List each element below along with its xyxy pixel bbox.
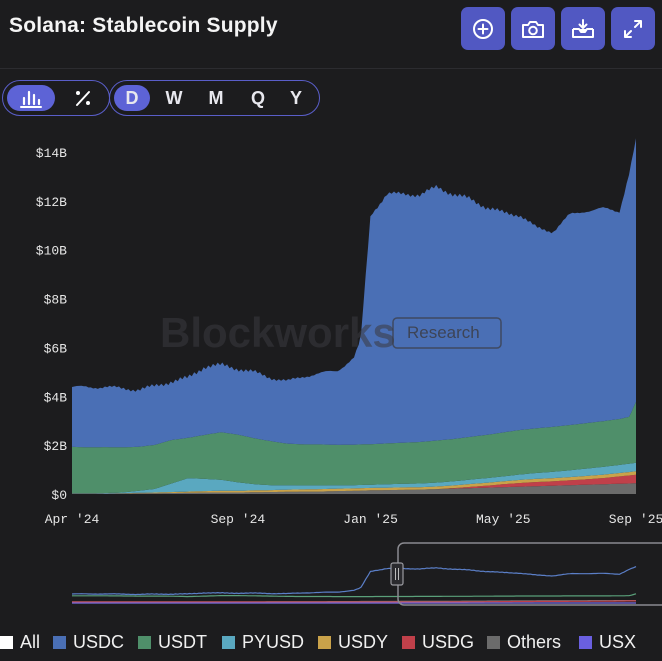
watermark-tag-box — [392, 317, 502, 349]
legend-label: All — [20, 632, 41, 652]
legend-swatch — [53, 636, 66, 649]
x-tick-label: Sep '25 — [609, 512, 662, 527]
fullscreen-button[interactable] — [611, 7, 655, 50]
chart-header: Solana: Stablecoin Supply — [0, 0, 662, 69]
legend-swatch — [487, 636, 500, 649]
navigator-line-usdc — [71, 566, 637, 596]
chart-legend: All USDC USDT PYUSD USDY USDG Others USX — [0, 630, 662, 656]
legend-label: USDT — [158, 632, 207, 652]
legend-swatch — [0, 636, 13, 649]
mode-toggle-group — [2, 80, 110, 116]
legend-label: USDG — [422, 632, 475, 652]
y-tick-label: $0 — [51, 488, 67, 503]
x-tick-label: Apr '24 — [45, 512, 100, 527]
watermark-tag: Research — [407, 323, 480, 342]
legend-label: USDC — [73, 632, 125, 652]
legend-item-usdg[interactable]: USDG — [402, 632, 474, 653]
legend-swatch — [579, 636, 592, 649]
y-tick-label: $8B — [44, 293, 68, 308]
expand-icon — [624, 19, 642, 38]
navigator-handle-left[interactable] — [390, 562, 404, 586]
x-tick-label: Sep '24 — [211, 512, 266, 527]
period-button-d[interactable]: D — [114, 85, 150, 111]
screenshot-button[interactable] — [511, 7, 555, 50]
series-area-usdc[interactable] — [72, 138, 636, 448]
y-tick-label: $14B — [36, 146, 67, 161]
y-tick-label: $2B — [44, 439, 68, 454]
y-tick-label: $4B — [44, 390, 68, 405]
series-area-usdg[interactable] — [72, 474, 636, 494]
legend-label: USX — [599, 632, 637, 652]
stablecoin-supply-chart[interactable]: Blockworks Research $0 $2B $4B $6B $8B $10B $1… — [0, 130, 662, 530]
series-area-usdy[interactable] — [72, 471, 636, 494]
percent-button[interactable] — [61, 85, 105, 111]
bar-chart-icon — [20, 90, 42, 108]
grip-icon — [395, 568, 399, 580]
percent-icon — [76, 91, 90, 106]
legend-swatch — [138, 636, 151, 649]
watermark-brand: Blockworks — [160, 309, 396, 356]
legend-swatch — [222, 636, 235, 649]
period-button-y[interactable]: Y — [289, 87, 302, 108]
legend-item-others[interactable]: Others — [487, 632, 561, 653]
legend-label: USDY — [338, 632, 389, 652]
navigator-line-usdt — [72, 593, 637, 598]
series-area-pyusd[interactable] — [72, 462, 636, 494]
period-button-q[interactable]: Q — [250, 87, 265, 108]
x-tick-label: May '25 — [476, 512, 531, 527]
download-button[interactable] — [561, 7, 605, 50]
legend-item-usdc[interactable]: USDC — [53, 632, 124, 653]
legend-item-all[interactable]: All — [0, 632, 40, 653]
legend-item-usdy[interactable]: USDY — [318, 632, 388, 653]
period-selector: D W M Q Y — [109, 80, 320, 116]
camera-icon — [522, 20, 544, 38]
legend-item-usx[interactable]: USX — [579, 632, 636, 653]
navigator-line-usdg — [72, 600, 636, 603]
absolute-bars-button[interactable] — [7, 85, 55, 111]
period-button-m[interactable]: M — [208, 87, 224, 108]
download-tray-icon — [572, 18, 594, 38]
legend-label: PYUSD — [242, 632, 305, 652]
page-title: Solana: Stablecoin Supply — [9, 14, 278, 37]
legend-item-usdt[interactable]: USDT — [138, 632, 207, 653]
y-tick-label: $10B — [36, 244, 67, 259]
legend-item-pyusd[interactable]: PYUSD — [222, 632, 304, 653]
series-area-usdt[interactable] — [72, 401, 636, 494]
legend-label: Others — [507, 632, 562, 652]
x-tick-label: Jan '25 — [343, 512, 398, 527]
legend-swatch — [402, 636, 415, 649]
series-area-others[interactable] — [72, 483, 636, 494]
period-button-w[interactable]: W — [165, 87, 183, 108]
add-button[interactable] — [461, 7, 505, 50]
legend-swatch — [318, 636, 331, 649]
y-tick-label: $12B — [36, 195, 67, 210]
y-tick-label: $6B — [44, 341, 68, 356]
range-navigator[interactable] — [0, 540, 662, 610]
plus-circle-icon — [473, 18, 493, 39]
